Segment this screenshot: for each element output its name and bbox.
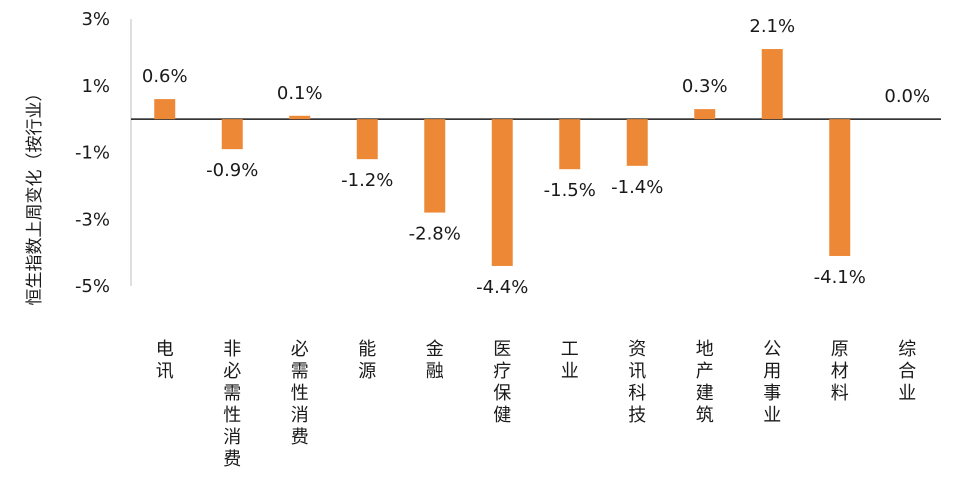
category-label: 地产建筑 [696,339,714,426]
category-label: 非必需性消费 [223,339,241,470]
data-label: -4.4% [476,277,528,298]
bar [424,119,446,213]
bar [221,119,243,150]
category-label: 电讯 [156,339,174,382]
data-label: -0.9% [206,160,258,181]
category-label: 能源 [358,339,376,382]
bar [559,119,581,170]
bar [694,109,716,120]
category-label: 资讯科技 [628,339,646,426]
data-label: 0.3% [682,76,728,97]
category-label: 工业 [561,339,579,382]
y-tick-label: -5% [75,276,110,297]
data-label: 0.0% [884,86,930,107]
data-label: -2.8% [409,224,461,245]
category-label: 必需性消费 [291,339,309,448]
y-tick-label: -3% [75,209,110,230]
bar [829,119,851,256]
category-label: 原材料 [831,339,849,404]
data-label: 0.6% [142,66,188,87]
category-label: 公用事业 [763,339,781,426]
data-label: -1.4% [611,177,663,198]
y-tick-label: -1% [75,143,110,164]
bar [626,119,648,166]
data-label: -1.2% [341,170,393,191]
y-axis-label: 恒生指数上周变化（按行业） [25,85,45,306]
category-label: 综合业 [898,339,916,404]
bar [761,49,783,120]
bar [356,119,378,160]
y-tick-label: 3% [81,9,110,30]
data-label: 2.1% [749,16,795,37]
bar [491,119,513,266]
bar [154,99,176,120]
bar [289,115,311,120]
category-label: 医疗保健 [493,339,511,426]
data-label: -1.5% [544,180,596,201]
data-label: 0.1% [277,83,323,104]
y-tick-label: 1% [81,76,110,97]
data-label: -4.1% [814,267,866,288]
category-label: 金融 [426,339,444,382]
